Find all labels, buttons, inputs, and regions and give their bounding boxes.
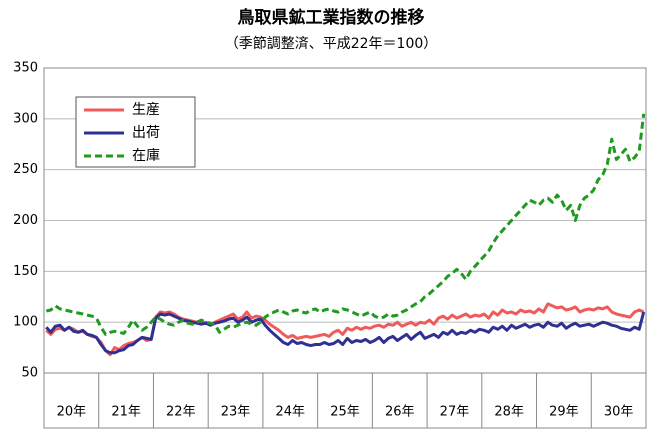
legend-label: 在庫	[132, 147, 160, 164]
x-tick-label: 25年	[330, 405, 360, 420]
chart-subtitle: （季節調整済、平成22年＝100）	[225, 35, 438, 52]
x-tick-label: 30年	[604, 405, 634, 420]
x-tick-label: 21年	[111, 405, 141, 420]
y-tick-label: 200	[13, 213, 38, 228]
legend-label: 出荷	[132, 125, 160, 141]
y-tick-label: 300	[13, 111, 38, 126]
x-tick-label: 20年	[57, 405, 87, 420]
x-tick-label: 28年	[494, 405, 524, 420]
x-tick-label: 27年	[440, 405, 470, 420]
legend-label: 生産	[132, 102, 160, 118]
series-line	[45, 302, 645, 357]
series-line	[45, 113, 646, 336]
y-tick-label: 150	[13, 264, 38, 279]
x-tick-label: 29年	[549, 405, 579, 420]
x-tick-label: 26年	[385, 405, 415, 420]
chart-title: 鳥取県鉱工業指数の推移	[238, 7, 425, 28]
series-line	[45, 311, 646, 355]
y-tick-label: 250	[13, 162, 38, 177]
y-tick-label: 350	[13, 61, 38, 76]
x-tick-label: 22年	[166, 405, 196, 420]
y-tick-label: 100	[13, 315, 38, 330]
plot-border	[43, 67, 647, 429]
y-tick-label: 50	[21, 366, 38, 381]
x-tick-label: 23年	[221, 405, 251, 420]
x-tick-label: 24年	[275, 405, 305, 420]
